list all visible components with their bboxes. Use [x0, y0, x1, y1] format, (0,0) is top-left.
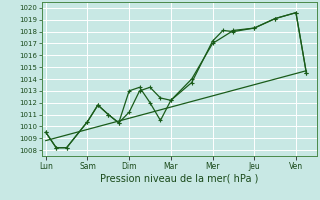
X-axis label: Pression niveau de la mer( hPa ): Pression niveau de la mer( hPa ): [100, 173, 258, 183]
